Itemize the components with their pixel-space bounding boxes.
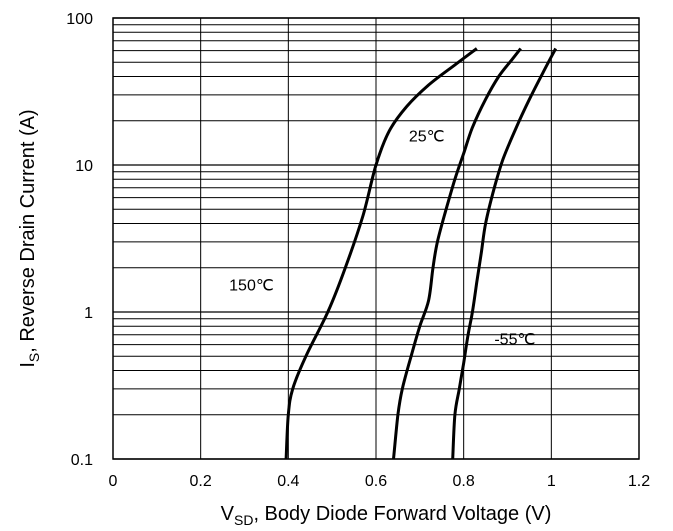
x-tick-label: 1 (547, 473, 556, 490)
x-axis-label: VSD, Body Diode Forward Voltage (V) (221, 503, 552, 528)
y-tick-label: 0.1 (71, 452, 93, 469)
y-axis-label-sub: S (26, 353, 42, 362)
series-label-1: 25℃ (409, 128, 445, 145)
plot-frame (112, 17, 640, 460)
x-axis-label-rest: , Body Diode Forward Voltage (V) (253, 503, 551, 525)
y-axis-ticks: 0.1 1 10 100 (66, 11, 93, 469)
series-line-2 (451, 47, 558, 460)
x-tick-label: 0.6 (365, 473, 387, 490)
x-tick-label: 0.4 (277, 473, 299, 490)
x-tick-label: 0.8 (453, 473, 475, 490)
y-axis-label-rest: , Reverse Drain Current (A) (17, 109, 39, 352)
x-tick-label: 0.2 (190, 473, 212, 490)
y-tick-label: 100 (66, 11, 93, 28)
x-tick-label: 1.2 (628, 473, 650, 490)
series-line-1 (392, 47, 522, 460)
y-axis-label-main: I (17, 362, 39, 368)
y-tick-label: 10 (75, 158, 93, 175)
x-tick-label: 0 (109, 473, 118, 490)
series-label-0: 150℃ (229, 278, 274, 295)
x-axis-label-sub: SD (234, 512, 253, 528)
series-line-0 (284, 47, 478, 460)
x-axis-ticks: 0 0.2 0.4 0.6 0.8 1 1.2 (109, 473, 651, 490)
series-labels: 150℃ 25℃ -55℃ (229, 128, 535, 348)
series-label-2: -55℃ (494, 332, 535, 349)
grid (112, 17, 640, 460)
y-tick-label: 1 (84, 305, 93, 322)
x-axis-label-main: V (221, 503, 235, 525)
y-axis-label: IS, Reverse Drain Current (A) (17, 109, 42, 367)
series-group (284, 47, 558, 460)
